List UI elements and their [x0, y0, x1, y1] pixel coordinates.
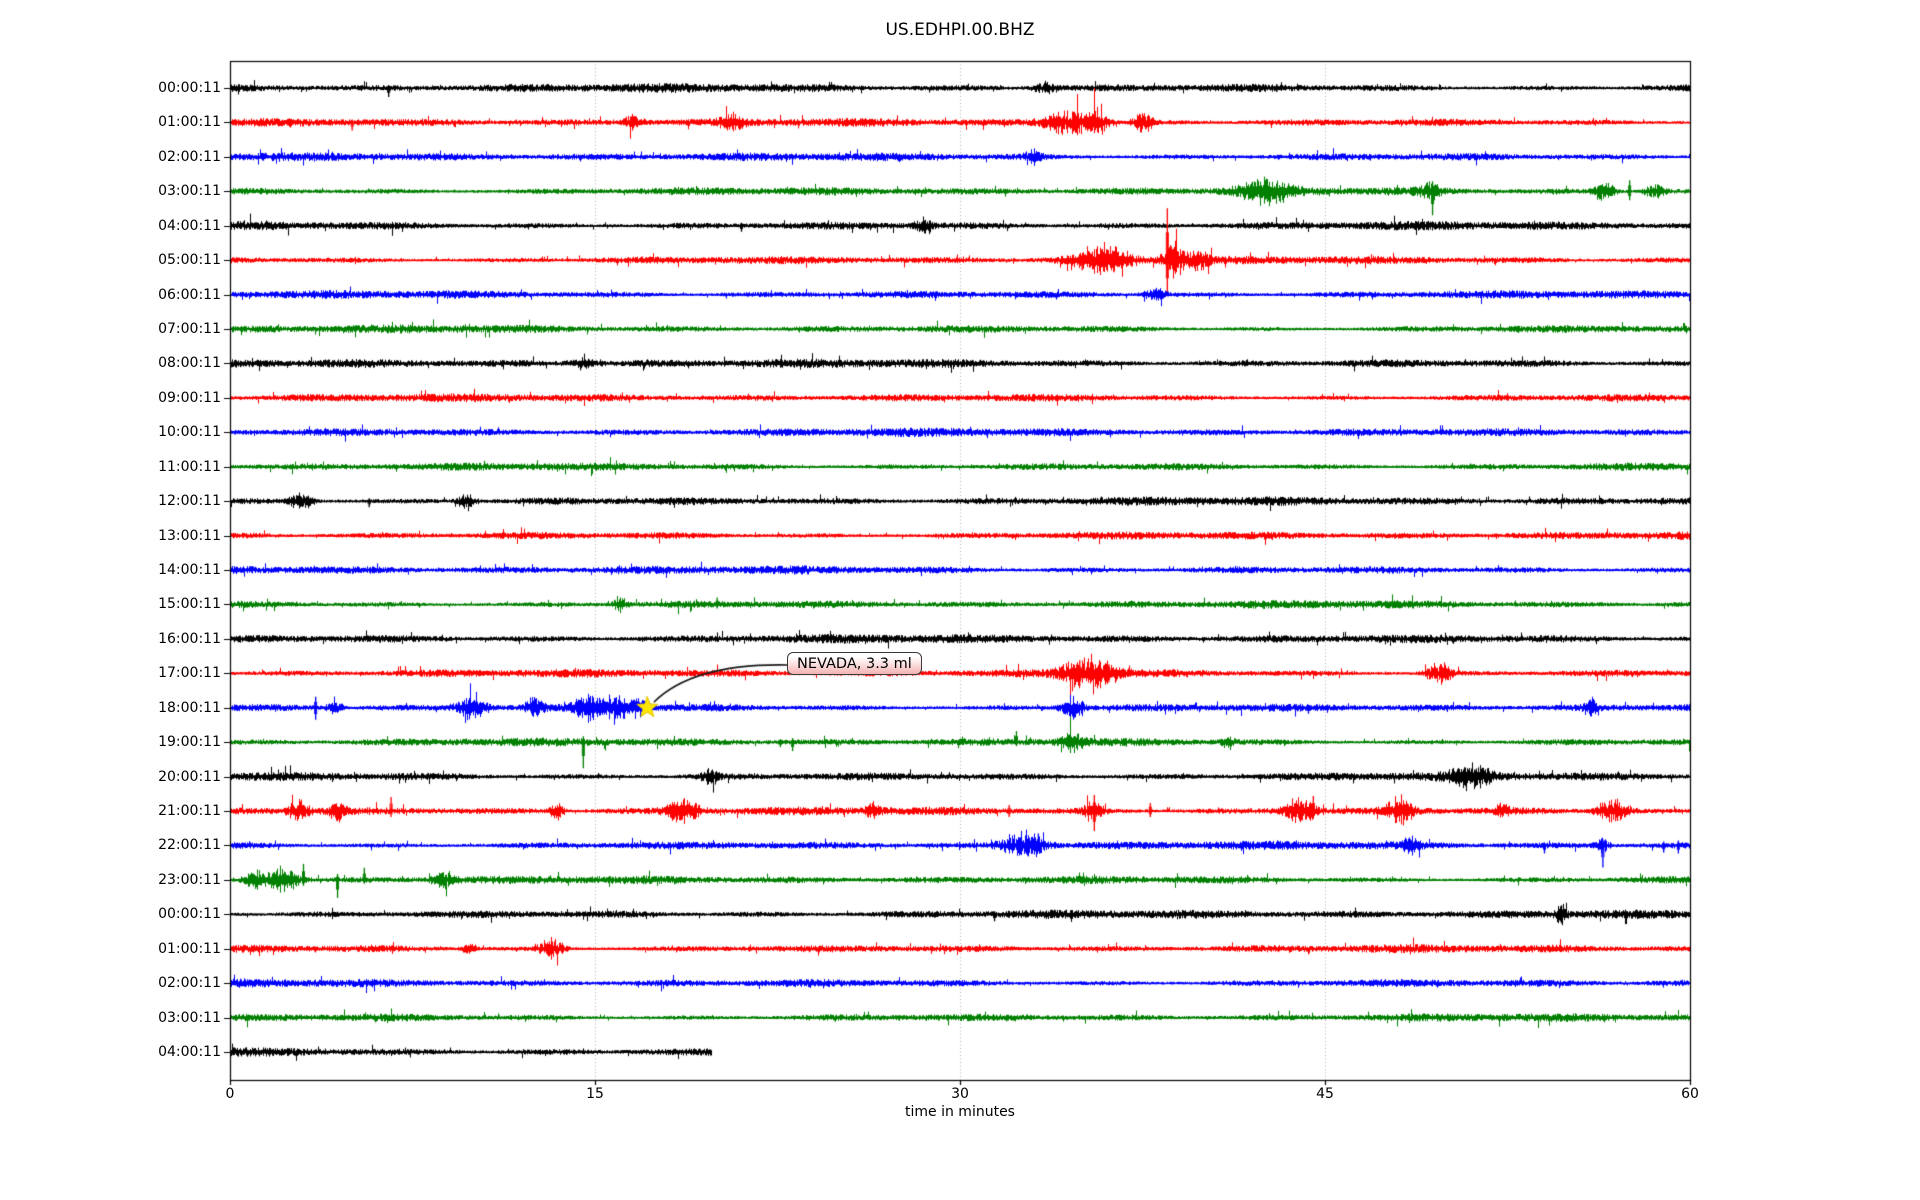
y-tick-label: 05:00:11 — [158, 252, 221, 269]
y-tick-label: 08:00:11 — [158, 355, 221, 372]
y-tick-label: 19:00:11 — [158, 734, 221, 751]
x-tick-label: 45 — [1316, 1086, 1334, 1102]
y-tick-label: 00:00:11 — [158, 80, 221, 96]
x-tick-label: 60 — [1681, 1086, 1699, 1102]
y-tick-label: 15:00:11 — [158, 596, 221, 613]
y-tick-label: 20:00:11 — [158, 768, 221, 785]
y-tick-label: 03:00:11 — [158, 1009, 221, 1026]
y-tick-label: 21:00:11 — [158, 803, 221, 819]
event-annotation-box: NEVADA, 3.3 ml — [787, 652, 922, 675]
y-tick-label: 12:00:11 — [158, 493, 221, 510]
x-axis-label: time in minutes — [905, 1104, 1015, 1120]
y-tick-label: 06:00:11 — [158, 286, 221, 303]
y-tick-label: 13:00:11 — [158, 527, 221, 544]
y-tick-label: 14:00:11 — [158, 562, 221, 578]
y-tick-label: 01:00:11 — [158, 114, 221, 131]
x-tick-label: 15 — [586, 1086, 604, 1102]
y-tick-label: 04:00:11 — [158, 1044, 221, 1060]
y-tick-label: 16:00:11 — [158, 630, 221, 647]
x-tick-label: 0 — [225, 1086, 235, 1102]
y-tick-label: 11:00:11 — [158, 458, 221, 475]
y-tick-label: 02:00:11 — [158, 148, 221, 165]
y-tick-label: 04:00:11 — [158, 217, 221, 234]
x-tick-label: 30 — [951, 1086, 969, 1102]
figure-title: US.EDHPI.00.BHZ — [885, 20, 1035, 40]
y-tick-label: 01:00:11 — [158, 940, 221, 957]
y-tick-label: 18:00:11 — [158, 699, 221, 716]
y-tick-label: 17:00:11 — [158, 665, 221, 682]
y-tick-label: 07:00:11 — [158, 321, 221, 337]
y-tick-label: 10:00:11 — [158, 424, 221, 441]
y-tick-label: 03:00:11 — [158, 183, 221, 200]
y-tick-label: 09:00:11 — [158, 389, 221, 406]
y-tick-label: 02:00:11 — [158, 975, 221, 992]
y-tick-label: 23:00:11 — [158, 871, 221, 888]
y-tick-label: 00:00:11 — [158, 906, 221, 923]
y-tick-label: 22:00:11 — [158, 837, 221, 854]
event-annotation-text: NEVADA, 3.3 ml — [797, 655, 912, 672]
